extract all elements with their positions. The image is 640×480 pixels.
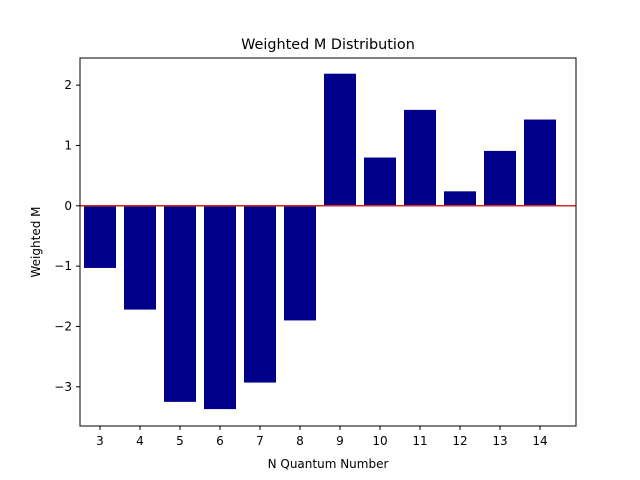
y-tick-label: −2 [54,319,72,333]
bar-n-8 [284,205,316,321]
y-tick-label: 0 [64,199,72,213]
x-tick-label: 6 [216,434,224,448]
bar-n-7 [244,205,276,383]
bar-n-12 [444,191,476,206]
chart-title: Weighted M Distribution [241,37,415,53]
x-tick-label: 13 [492,434,507,448]
x-tick-label: 7 [256,434,264,448]
x-tick-label: 3 [96,434,104,448]
x-axis-title: N Quantum Number [268,457,389,471]
bar-n-9 [324,73,356,206]
x-tick-label: 12 [452,434,467,448]
plot-frame [79,57,577,427]
y-axis-ticks: −3 −2 −1 0 1 2 [54,78,80,394]
bar-n-11 [404,109,436,206]
bar-n-14 [524,119,556,206]
y-tick-label: 1 [64,138,72,152]
y-tick-label: 2 [64,78,72,92]
bar-n-3 [84,205,116,268]
x-tick-label: 11 [412,434,427,448]
bar-n-4 [124,205,156,310]
x-tick-label: 9 [336,434,344,448]
y-axis-title: Weighted M [29,207,43,278]
x-tick-label: 4 [136,434,144,448]
bar-n-13 [484,150,516,206]
x-tick-label: 10 [372,434,387,448]
x-tick-label: 5 [176,434,184,448]
bars-layer [84,73,556,410]
bar-n-10 [364,157,396,206]
y-tick-label: −3 [54,380,72,394]
x-tick-label: 8 [296,434,304,448]
x-axis-ticks: 3 4 5 6 7 8 9 10 11 12 13 14 [96,426,548,448]
y-tick-label: −1 [54,259,72,273]
x-tick-label: 14 [532,434,547,448]
bar-n-6 [204,205,236,410]
bar-n-5 [164,205,196,402]
